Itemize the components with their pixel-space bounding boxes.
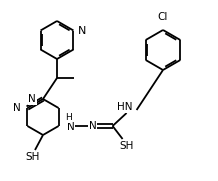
Text: N: N [77, 26, 86, 35]
Text: Cl: Cl [158, 12, 168, 22]
Text: HN: HN [117, 102, 132, 112]
Text: SH: SH [26, 152, 40, 162]
Text: N: N [28, 94, 36, 104]
Text: H: H [65, 113, 72, 123]
Text: N: N [13, 103, 20, 113]
Text: SH: SH [119, 141, 134, 151]
Text: N: N [66, 122, 74, 132]
Text: N: N [89, 121, 96, 131]
